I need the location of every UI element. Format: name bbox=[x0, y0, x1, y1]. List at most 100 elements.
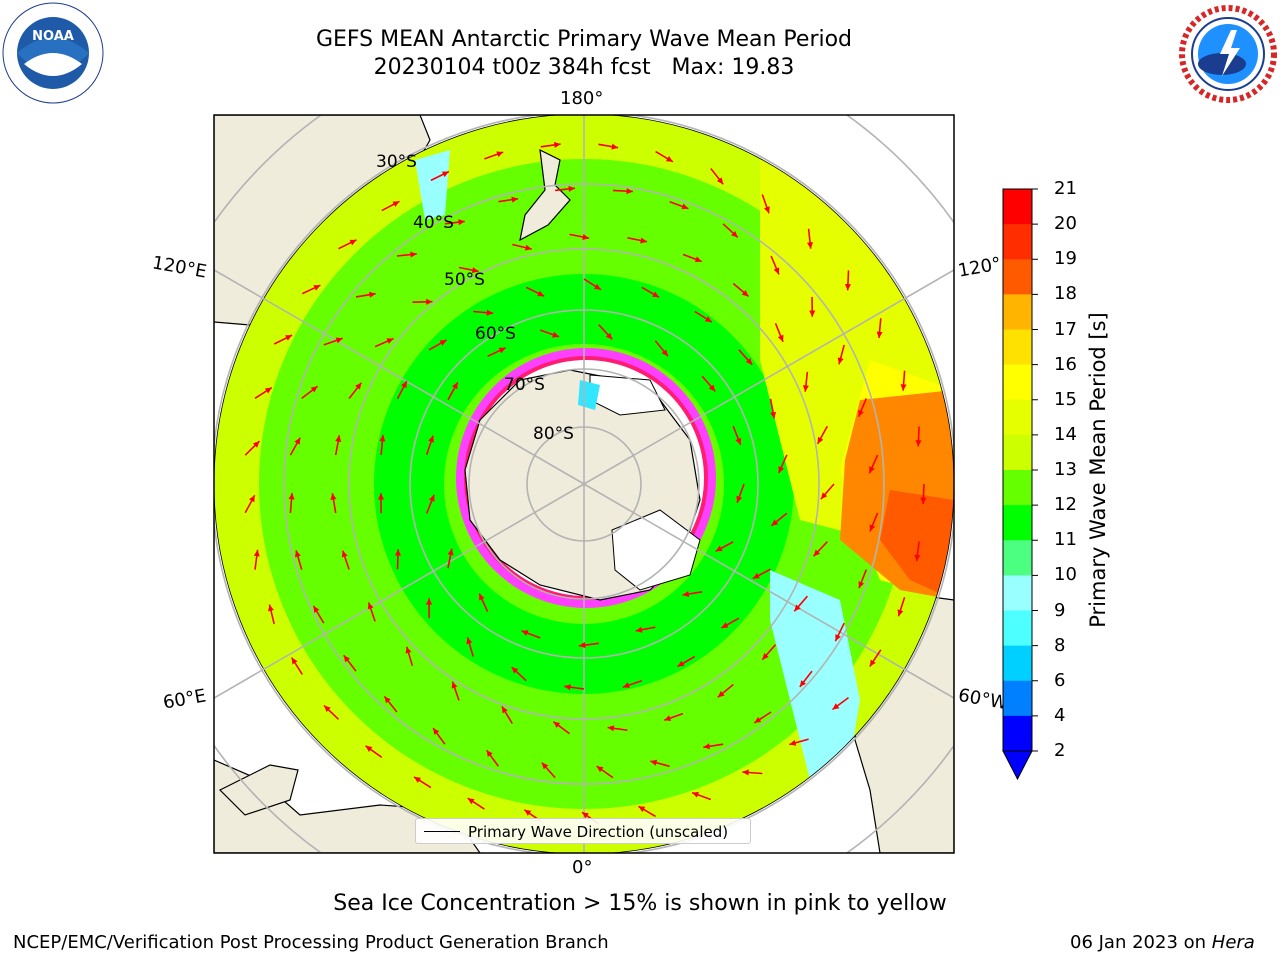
wave-arrow-head bbox=[439, 340, 447, 346]
wave-arrow-head bbox=[405, 646, 412, 654]
wave-arrow-head bbox=[593, 283, 601, 290]
wave-arrow-head bbox=[564, 684, 571, 691]
wave-arrow-head bbox=[369, 291, 376, 298]
wave-arrow-head bbox=[635, 626, 643, 633]
wave-arrow-head bbox=[809, 310, 816, 317]
wave-arrow-head bbox=[777, 334, 784, 342]
wave-arrow-head bbox=[414, 776, 421, 783]
lat-label-70s: 70°S bbox=[504, 375, 545, 395]
wave-arrow-head bbox=[294, 437, 301, 445]
wave-arrow-head bbox=[869, 659, 876, 667]
colorbar-band bbox=[1003, 399, 1032, 436]
colorbar-tick-label: 17 bbox=[1054, 318, 1077, 340]
wave-arrow-head bbox=[252, 441, 260, 448]
wave-arrow-head bbox=[731, 230, 738, 238]
wave-arrow-head bbox=[426, 298, 433, 305]
colorbar-tick-label: 14 bbox=[1054, 423, 1077, 445]
wave-arrow-head bbox=[799, 680, 806, 687]
wave-arrow-head bbox=[869, 524, 876, 532]
map-legend: Primary Wave Direction (unscaled) bbox=[415, 818, 751, 844]
chart-subtitle: 20230104 t00z 384h fcst Max: 19.83 bbox=[373, 55, 795, 80]
wave-arrow-head bbox=[813, 549, 821, 557]
wave-arrow-head bbox=[752, 572, 760, 579]
madagascar-land bbox=[218, 764, 299, 816]
wave-arrow-head bbox=[716, 177, 724, 185]
wave-arrow-head bbox=[486, 750, 493, 757]
wave-arrow-head bbox=[310, 386, 318, 393]
wave-arrow-head bbox=[694, 256, 702, 263]
wave-arrow-head bbox=[521, 630, 529, 636]
wave-arrow-head bbox=[692, 791, 699, 798]
wave-arrow-head bbox=[451, 382, 458, 390]
wave-arrow-head bbox=[626, 188, 633, 195]
lat-label-60s: 60°S bbox=[475, 324, 516, 344]
colorbar-tick-label: 16 bbox=[1054, 353, 1077, 375]
footer-producer: NCEP/EMC/Verification Post Processing Pr… bbox=[13, 932, 609, 953]
wave-arrow-head bbox=[764, 206, 770, 214]
wave-arrow-head bbox=[773, 267, 780, 275]
wave-arrow-head bbox=[717, 690, 725, 698]
colorbar-tick-label: 20 bbox=[1054, 213, 1077, 235]
wave-arrow-head bbox=[401, 381, 407, 389]
wave-arrow-head bbox=[501, 706, 508, 714]
wave-arrow-head bbox=[858, 409, 864, 417]
wave-arrow-head bbox=[638, 806, 646, 813]
wave-arrow-head bbox=[715, 545, 723, 552]
wave-arrow-head bbox=[553, 721, 561, 728]
colorbar-band bbox=[1003, 259, 1032, 295]
wave-arrow-head bbox=[677, 660, 685, 667]
colorbar-tick-label: 18 bbox=[1054, 283, 1077, 305]
wave-arrow-head bbox=[471, 267, 479, 274]
nws-logo bbox=[1178, 4, 1278, 104]
wave-arrow-head bbox=[367, 602, 374, 610]
wave-arrow-head bbox=[844, 284, 851, 291]
wave-arrow-head bbox=[682, 591, 690, 597]
wave-arrow-head bbox=[285, 335, 293, 341]
wave-arrow-head bbox=[524, 244, 532, 251]
wave-arrow-head bbox=[451, 681, 458, 689]
wave-arrow-head bbox=[664, 715, 672, 721]
wave-arrow-head bbox=[392, 201, 400, 207]
new-zealand-land bbox=[519, 148, 571, 242]
wave-arrow-head bbox=[837, 357, 844, 365]
colorbar-band bbox=[1003, 294, 1032, 330]
colorbar-band bbox=[1003, 645, 1032, 682]
wave-arrow-head bbox=[681, 203, 689, 210]
wave-arrow-head bbox=[541, 762, 549, 770]
wave-arrow-head bbox=[735, 437, 742, 445]
wave-arrow-head bbox=[441, 171, 449, 178]
colorbar-tick-label: 9 bbox=[1054, 599, 1066, 621]
colorbar-band bbox=[1003, 715, 1032, 752]
colorbar-band bbox=[1003, 434, 1032, 471]
colorbar-tick-label: 10 bbox=[1054, 564, 1077, 586]
map-frame bbox=[213, 114, 955, 854]
wave-arrow-head bbox=[264, 387, 272, 394]
wave-arrow-head bbox=[288, 493, 295, 500]
wave-arrow-head bbox=[820, 492, 828, 500]
wave-arrow-head bbox=[249, 495, 255, 503]
wave-arrow-head bbox=[832, 703, 840, 710]
colorbar-band bbox=[1003, 329, 1032, 366]
wave-arrow-head bbox=[343, 655, 350, 663]
wave-arrow-head bbox=[578, 642, 586, 649]
wave-arrow-head bbox=[552, 331, 560, 338]
colorbar-band bbox=[1003, 224, 1032, 260]
wave-arrow-head bbox=[807, 242, 814, 249]
wave-arrow-head bbox=[291, 657, 298, 665]
wave-arrow-head bbox=[611, 143, 619, 150]
wave-arrow-head bbox=[486, 309, 494, 316]
wave-arrow-head bbox=[410, 251, 417, 258]
colorbar-tick-label: 11 bbox=[1054, 529, 1077, 551]
wave-arrow-head bbox=[426, 598, 433, 605]
wave-arrow-head bbox=[771, 519, 779, 526]
wave-arrow-head bbox=[742, 769, 749, 776]
wave-arrow-head bbox=[770, 411, 777, 419]
wave-arrow-head bbox=[858, 581, 865, 589]
wave-arrow-head bbox=[335, 435, 342, 443]
colorbar-tick-label: 13 bbox=[1054, 459, 1077, 480]
wave-arrow-head bbox=[313, 605, 320, 613]
wave-arrow-head bbox=[349, 239, 357, 246]
wave-arrow-head bbox=[268, 604, 274, 612]
colorbar-title: Primary Wave Mean Period [s] bbox=[1086, 312, 1110, 628]
wave-arrow-head bbox=[379, 434, 386, 442]
